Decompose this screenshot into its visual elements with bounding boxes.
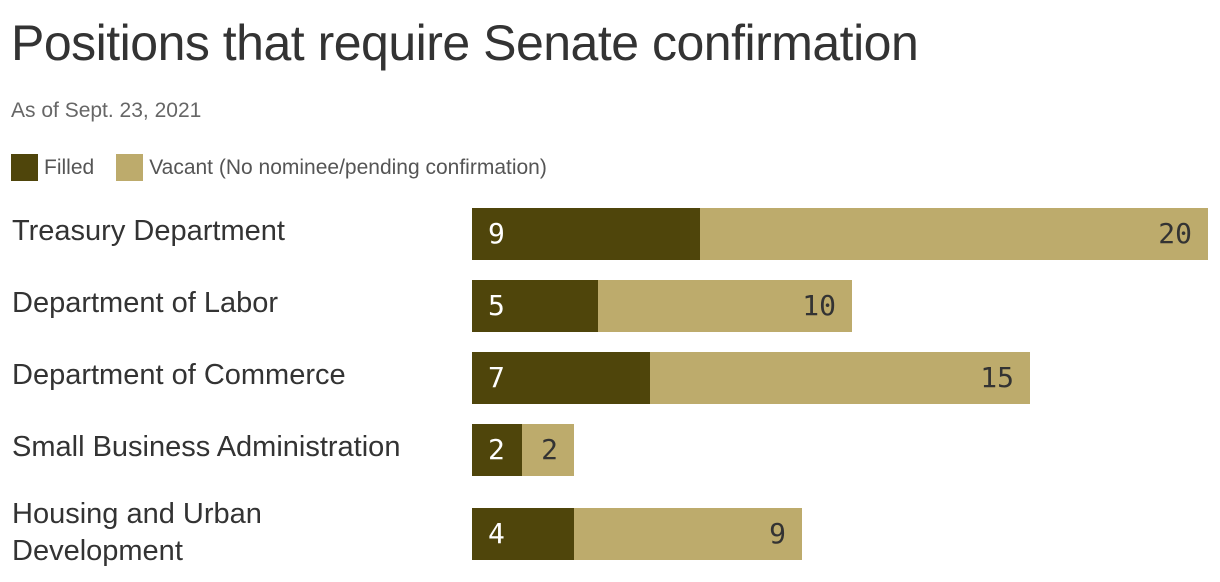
stacked-bar: 9 20	[472, 208, 1208, 260]
legend: Filled Vacant (No nominee/pending confir…	[11, 154, 569, 181]
vacant-swatch-icon	[116, 154, 144, 181]
filled-segment: 5	[472, 280, 598, 332]
vacant-segment: 20	[700, 208, 1208, 260]
filled-segment: 4	[472, 508, 574, 560]
filled-segment: 7	[472, 352, 650, 404]
chart-subtitle: As of Sept. 23, 2021	[11, 99, 202, 122]
legend-label: Vacant (No nominee/pending confirmation)	[149, 155, 547, 179]
legend-item-filled: Filled	[11, 154, 94, 181]
filled-segment: 9	[472, 208, 700, 260]
category-label: Treasury Department	[12, 215, 285, 247]
stacked-bar: 2 2	[472, 424, 574, 476]
vacant-segment: 15	[650, 352, 1030, 404]
category-label: Housing and Urban Development	[12, 498, 262, 567]
filled-segment: 2	[472, 424, 522, 476]
category-label: Small Business Administration	[12, 431, 401, 463]
vacant-segment: 9	[574, 508, 802, 560]
filled-swatch-icon	[11, 154, 38, 181]
vacant-segment: 2	[522, 424, 574, 476]
stacked-bar: 4 9	[472, 508, 802, 560]
category-label: Department of Commerce	[12, 359, 346, 391]
stacked-bar: 7 15	[472, 352, 1030, 404]
legend-item-vacant: Vacant (No nominee/pending confirmation)	[116, 154, 547, 181]
vacant-segment: 10	[598, 280, 852, 332]
chart-title: Positions that require Senate confirmati…	[11, 15, 919, 71]
category-label: Department of Labor	[12, 287, 278, 319]
legend-label: Filled	[44, 155, 95, 179]
stacked-bar: 5 10	[472, 280, 852, 332]
